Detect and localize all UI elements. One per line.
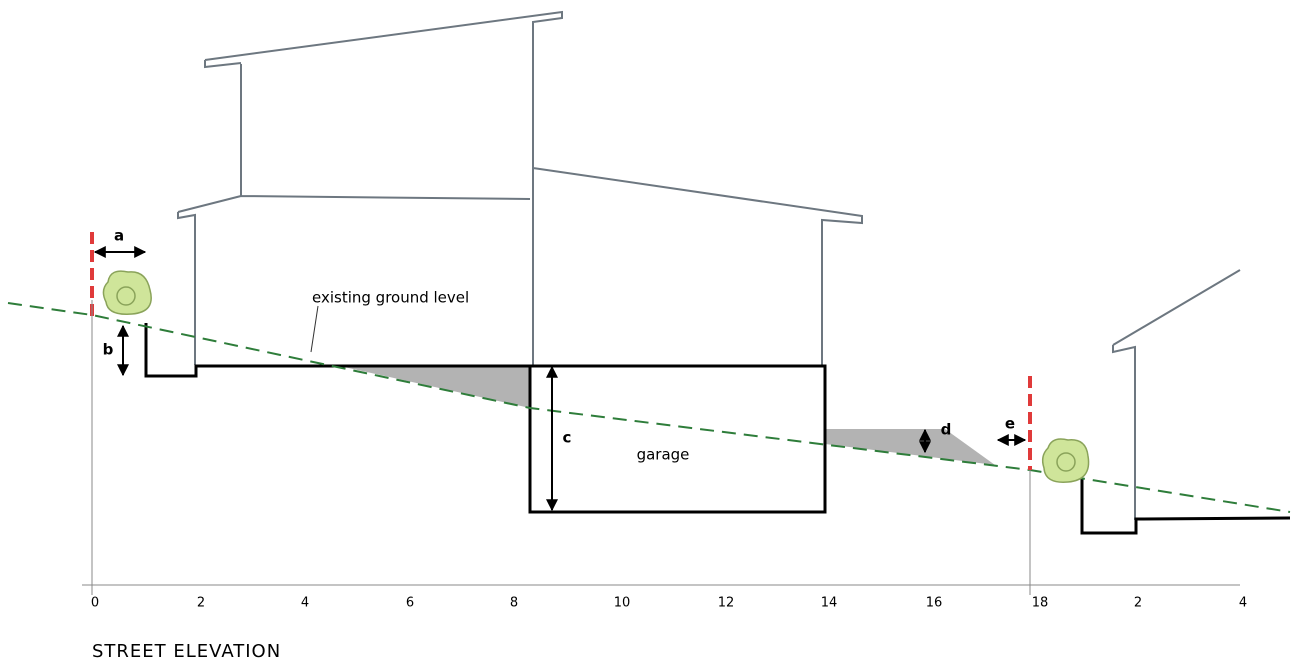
title: STREET ELEVATION xyxy=(92,641,281,662)
axis-label: 2 xyxy=(1134,596,1142,611)
boundaries xyxy=(90,232,1032,470)
axis-label: 2 xyxy=(197,596,205,611)
axis-label: 6 xyxy=(406,596,414,611)
garage-label: garage xyxy=(637,446,690,464)
axis-labels: 0 2 4 6 8 10 12 14 16 18 2 4 xyxy=(91,596,1247,611)
foundation xyxy=(144,323,1291,535)
axis-label: 12 xyxy=(718,596,735,611)
label-d: d xyxy=(941,421,952,439)
axis xyxy=(82,300,1240,595)
label-e: e xyxy=(1005,415,1015,433)
axis-label: 4 xyxy=(301,596,309,611)
axis-label: 0 xyxy=(91,596,99,611)
houses xyxy=(177,10,1241,520)
fills xyxy=(335,365,995,465)
ground-line xyxy=(7,302,1291,513)
axis-label: 4 xyxy=(1239,596,1247,611)
label-b: b xyxy=(103,341,114,359)
bushes xyxy=(102,270,1090,483)
axis-label: 8 xyxy=(510,596,518,611)
label-c: c xyxy=(563,429,572,447)
label-a: a xyxy=(114,227,124,245)
dimension-arrows xyxy=(93,246,1027,512)
ground-label: existing ground level xyxy=(312,289,469,307)
axis-label: 18 xyxy=(1032,596,1049,611)
axis-label: 10 xyxy=(614,596,631,611)
axis-label: 14 xyxy=(821,596,838,611)
axis-label: 16 xyxy=(926,596,943,611)
